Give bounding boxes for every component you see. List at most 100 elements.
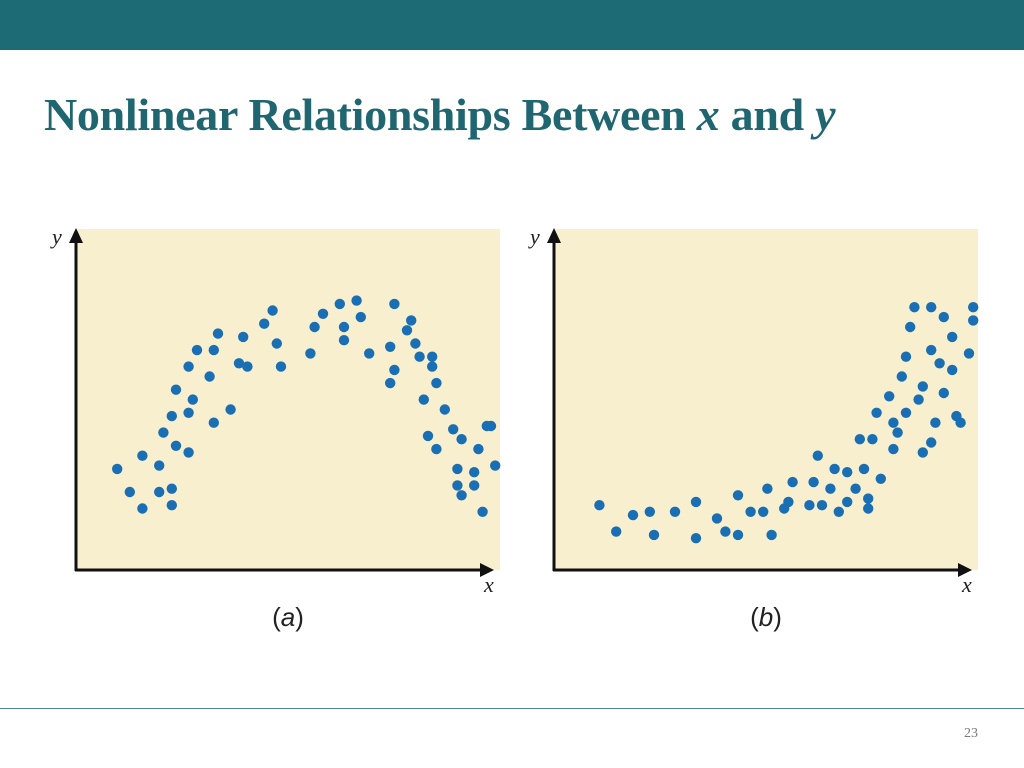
- y-axis-label: y: [50, 224, 62, 249]
- x-axis-arrowhead: [480, 563, 494, 577]
- data-point: [816, 500, 828, 511]
- header-bar: [0, 0, 1024, 50]
- data-point: [917, 381, 928, 392]
- x-axis-label: x: [961, 572, 972, 597]
- data-point: [850, 483, 861, 494]
- x-axis-arrowhead: [958, 563, 972, 577]
- data-point: [439, 404, 450, 415]
- data-point: [183, 361, 194, 372]
- data-point: [787, 476, 798, 488]
- data-point: [627, 509, 639, 521]
- data-point: [871, 407, 882, 418]
- data-point: [154, 460, 165, 471]
- data-point: [690, 496, 702, 508]
- data-point: [317, 308, 329, 319]
- data-point: [825, 483, 836, 494]
- data-point: [926, 344, 937, 356]
- data-point: [745, 506, 756, 517]
- data-point: [166, 410, 177, 422]
- title-x-variable: x: [696, 89, 720, 140]
- data-point: [926, 437, 937, 448]
- data-point: [758, 506, 769, 517]
- data-point: [900, 351, 912, 362]
- data-point: [166, 500, 177, 511]
- panel-label-b: (b): [750, 602, 782, 632]
- data-point: [892, 427, 903, 438]
- data-point: [170, 384, 182, 395]
- data-point: [842, 467, 853, 478]
- data-point: [427, 351, 438, 362]
- data-point: [208, 417, 219, 428]
- data-point: [242, 361, 253, 372]
- data-point: [208, 344, 219, 356]
- scatter-panel-a: x y (a): [50, 224, 501, 632]
- data-point: [191, 344, 203, 356]
- data-point: [481, 420, 492, 432]
- data-point: [427, 361, 438, 372]
- data-point: [170, 440, 182, 451]
- data-point: [711, 513, 723, 524]
- data-point: [896, 371, 907, 382]
- data-point: [858, 463, 870, 475]
- data-point: [930, 417, 941, 428]
- y-axis-label: y: [528, 224, 540, 249]
- x-axis-label: x: [483, 572, 494, 597]
- data-point: [900, 407, 912, 418]
- data-point: [888, 417, 899, 428]
- footer-divider: [0, 708, 1024, 709]
- data-point: [477, 506, 488, 517]
- data-point: [154, 486, 165, 498]
- data-point: [275, 361, 287, 372]
- data-point: [909, 302, 920, 313]
- data-point: [112, 463, 123, 475]
- data-point: [968, 302, 979, 313]
- data-point: [888, 443, 899, 455]
- data-point: [490, 460, 501, 471]
- data-point: [389, 364, 400, 376]
- data-point: [669, 506, 681, 517]
- data-point: [644, 506, 655, 517]
- data-point: [938, 311, 949, 323]
- data-point: [124, 486, 135, 498]
- data-point: [854, 434, 865, 445]
- data-point: [833, 506, 844, 517]
- data-point: [410, 338, 421, 349]
- y-axis-arrowhead: [69, 228, 83, 243]
- data-point: [766, 529, 777, 541]
- data-point: [233, 358, 245, 369]
- data-point: [448, 424, 459, 435]
- data-point: [204, 371, 215, 382]
- scatter-panel-b: x y (b): [528, 224, 979, 632]
- data-point: [783, 496, 794, 508]
- data-point: [212, 328, 224, 339]
- data-point: [137, 503, 148, 514]
- data-point: [469, 480, 480, 491]
- data-point: [867, 434, 878, 445]
- data-point: [452, 463, 463, 475]
- data-point: [351, 295, 362, 306]
- data-point: [808, 476, 819, 488]
- data-point: [355, 311, 366, 323]
- data-point: [884, 391, 895, 402]
- title-and: and: [730, 89, 805, 140]
- data-point: [183, 407, 194, 418]
- data-point: [271, 338, 282, 349]
- data-point: [875, 473, 886, 484]
- data-point: [418, 394, 429, 405]
- data-point: [611, 526, 622, 537]
- data-point: [917, 447, 928, 458]
- scatter-figure: x y (a) x y (b): [40, 218, 1000, 648]
- title-text: Nonlinear Relationships Between: [44, 89, 686, 140]
- data-point: [473, 443, 484, 455]
- data-point: [137, 450, 148, 461]
- data-point: [238, 331, 249, 343]
- data-point: [905, 321, 916, 333]
- data-point: [842, 496, 853, 508]
- data-point: [259, 318, 270, 329]
- data-point: [720, 526, 731, 537]
- data-point: [431, 443, 442, 455]
- data-point: [158, 427, 169, 438]
- data-point: [389, 298, 400, 310]
- panel-label-a: (a): [272, 602, 304, 632]
- data-point: [863, 503, 874, 514]
